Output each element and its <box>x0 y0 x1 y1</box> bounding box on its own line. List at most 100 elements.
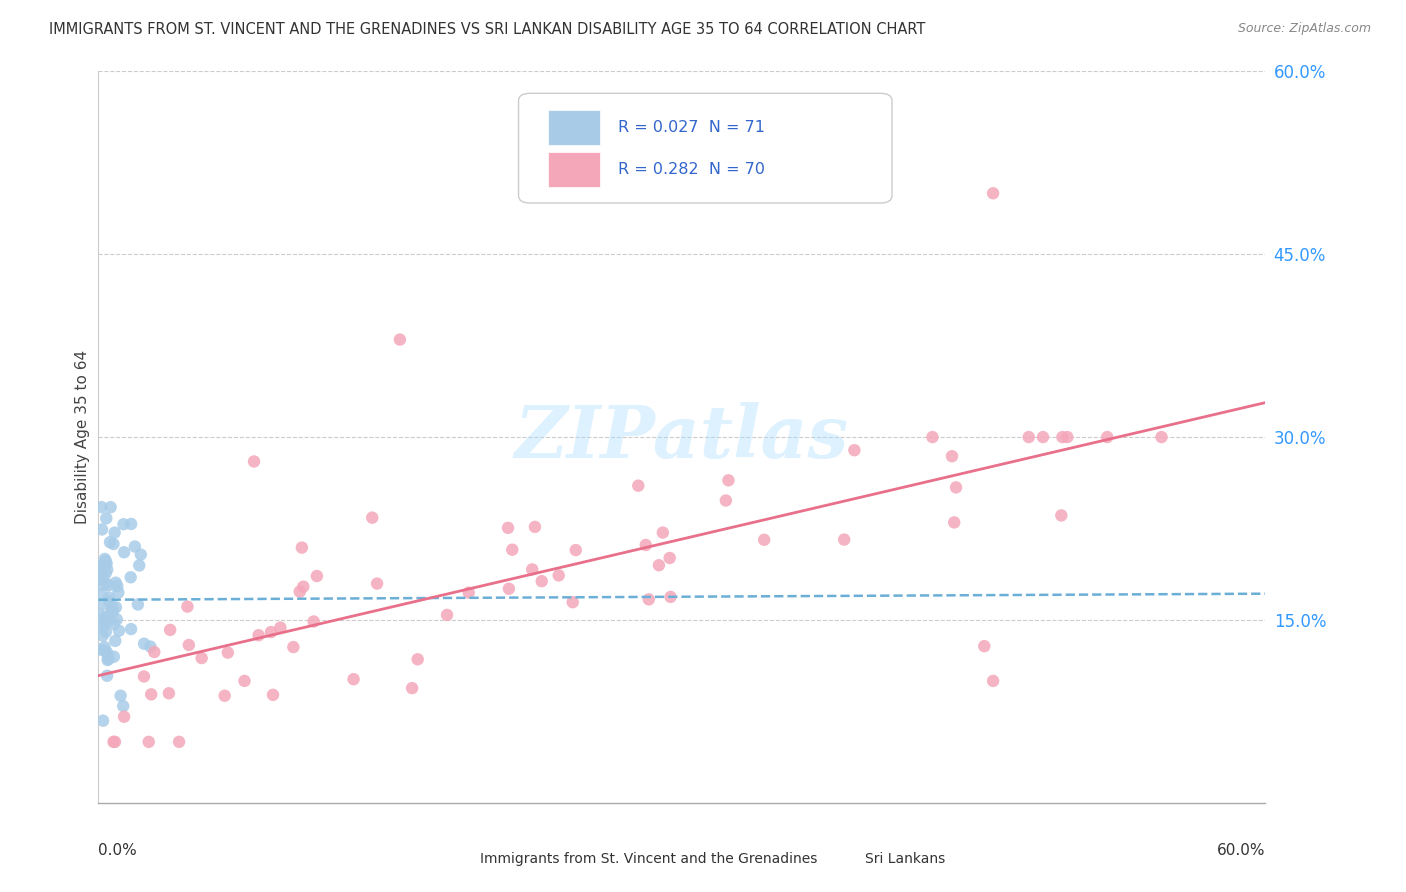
Point <box>457 585 479 599</box>
Point <box>96 511 118 525</box>
Point <box>97 653 120 667</box>
Point <box>94 554 117 568</box>
Point <box>634 538 657 552</box>
Text: 0.0%: 0.0% <box>98 843 138 858</box>
Point <box>501 542 523 557</box>
Text: Sri Lankans: Sri Lankans <box>865 852 945 866</box>
Point <box>91 714 114 728</box>
Point <box>523 520 546 534</box>
Point <box>176 599 198 614</box>
Point <box>1050 508 1073 523</box>
Point <box>1018 430 1040 444</box>
Point <box>94 558 117 572</box>
Point <box>91 523 114 537</box>
Point <box>127 598 149 612</box>
Point <box>627 478 650 492</box>
Point <box>190 651 212 665</box>
Point <box>120 570 142 584</box>
Point <box>89 560 111 574</box>
Point <box>233 673 256 688</box>
Point <box>167 735 190 749</box>
Point <box>139 640 162 654</box>
Point <box>128 558 150 573</box>
Text: 60.0%: 60.0% <box>1218 843 1265 858</box>
Point <box>93 620 115 634</box>
Point <box>981 673 1004 688</box>
Point <box>754 533 776 547</box>
Point <box>159 623 181 637</box>
Point <box>89 566 111 581</box>
Point <box>565 543 588 558</box>
Point <box>112 699 135 714</box>
Point <box>366 576 388 591</box>
Text: Source: ZipAtlas.com: Source: ZipAtlas.com <box>1237 22 1371 36</box>
Point <box>844 443 866 458</box>
Point <box>105 579 128 593</box>
Point <box>120 516 142 531</box>
Point <box>129 548 152 562</box>
Point <box>93 610 115 624</box>
Point <box>120 622 142 636</box>
Point <box>973 639 995 653</box>
Bar <box>548 110 600 145</box>
Text: Immigrants from St. Vincent and the Grenadines: Immigrants from St. Vincent and the Gren… <box>479 852 817 866</box>
Point <box>717 473 740 487</box>
Point <box>96 669 118 683</box>
Point <box>561 595 583 609</box>
Point <box>89 561 111 575</box>
Point <box>96 577 118 591</box>
Point <box>104 600 127 615</box>
Point <box>217 646 239 660</box>
Point <box>269 621 291 635</box>
Point <box>943 516 966 530</box>
Point <box>292 580 315 594</box>
Point <box>1097 430 1119 444</box>
Point <box>97 612 120 626</box>
Point <box>98 594 121 608</box>
Point <box>107 585 129 599</box>
Point <box>91 629 114 643</box>
Point <box>104 633 127 648</box>
Text: R = 0.027  N = 71: R = 0.027 N = 71 <box>617 120 765 135</box>
Bar <box>548 152 600 186</box>
Point <box>97 614 120 628</box>
Point <box>101 600 124 615</box>
Point <box>124 540 146 554</box>
Point <box>96 645 118 659</box>
Point <box>305 569 328 583</box>
Point <box>436 607 458 622</box>
Point <box>547 568 569 582</box>
Point <box>522 562 544 576</box>
Point <box>90 500 112 515</box>
Point <box>104 575 127 590</box>
Point <box>91 571 114 585</box>
Point <box>89 642 111 657</box>
Point <box>93 640 115 654</box>
Point <box>97 652 120 666</box>
Point <box>157 686 180 700</box>
Point <box>138 735 160 749</box>
Point <box>247 628 270 642</box>
Point <box>260 625 283 640</box>
Point <box>1032 430 1054 444</box>
FancyBboxPatch shape <box>519 94 891 203</box>
Point <box>945 480 967 494</box>
Point <box>103 537 125 551</box>
Point <box>103 616 125 631</box>
Point <box>143 645 166 659</box>
Point <box>981 186 1004 201</box>
Point <box>105 612 128 626</box>
Point <box>94 552 117 566</box>
Point <box>112 545 135 559</box>
Point <box>714 493 737 508</box>
Point <box>651 525 673 540</box>
Point <box>1150 430 1173 444</box>
Point <box>100 500 122 515</box>
Point <box>89 568 111 582</box>
Point <box>530 574 553 589</box>
Point <box>132 637 155 651</box>
Point <box>658 551 681 566</box>
Point <box>90 587 112 601</box>
Point <box>103 735 125 749</box>
Point <box>97 648 120 663</box>
